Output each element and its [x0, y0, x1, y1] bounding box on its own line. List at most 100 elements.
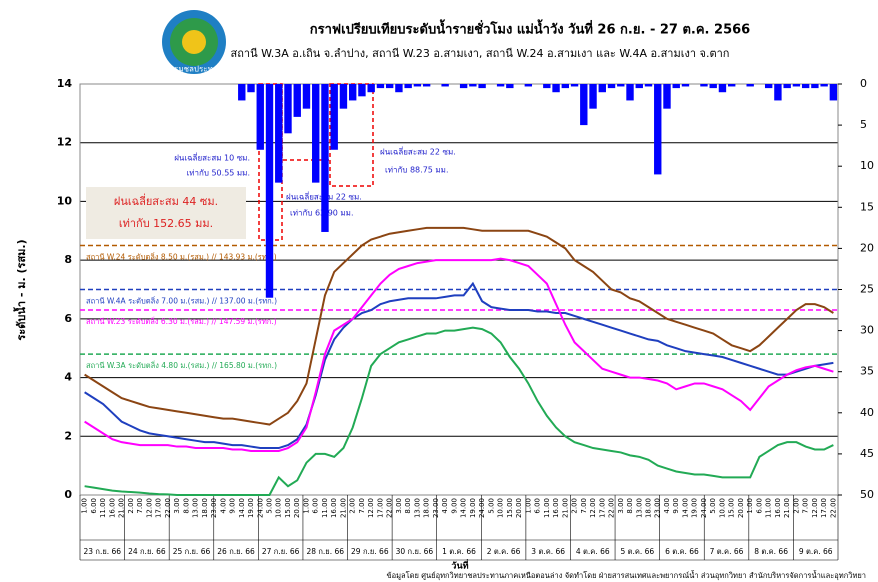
x-tick-label: 9.00: [672, 498, 680, 514]
y2-tick-label: 5: [860, 118, 867, 131]
rain-bar: [709, 84, 717, 89]
x-tick-label: 15.00: [284, 498, 292, 518]
x-tick-label: 19.00: [469, 498, 477, 518]
x-tick-label: 24.00: [478, 498, 486, 518]
x-tick-label: 23.00: [654, 498, 662, 518]
chart-title: กราฟเปรียบเทียบระดับน้ำรายชั่วโมง แม่น้ำ…: [310, 19, 750, 38]
rain-bar: [312, 84, 320, 183]
x-tick-label: 11.00: [765, 498, 773, 518]
x-tick-label: 11.00: [321, 498, 329, 518]
x-tick-label: 9.00: [450, 498, 458, 514]
x-tick-label: 1.00: [746, 498, 754, 514]
reference-label: สถานี W.23 ระดับตลิ่ง 6.30 ม.(รสม.) // 1…: [86, 316, 277, 326]
series-line: [84, 326, 834, 496]
day-label: 9 ต.ค. 66: [799, 547, 833, 556]
rain-bar: [524, 84, 533, 87]
x-tick-label: 22.00: [608, 498, 616, 518]
y-tick-label: 10: [57, 194, 73, 207]
rain-bar: [469, 84, 477, 87]
x-tick-label: 18.00: [423, 498, 431, 518]
x-tick-label: 18.00: [645, 498, 653, 518]
rain-bar: [811, 84, 819, 89]
x-tick-label: 6.00: [90, 498, 98, 514]
x-axis-label: วันที่: [451, 559, 468, 572]
x-tick-label: 2.00: [571, 498, 579, 514]
x-tick-label: 19.00: [691, 498, 699, 518]
x-tick-label: 16.00: [108, 498, 116, 518]
rain-bar: [570, 84, 579, 87]
day-label: 26 ก.ย. 66: [217, 547, 255, 556]
x-tick-label: 3.00: [617, 498, 625, 514]
rain-bar: [441, 84, 449, 87]
x-tick-label: 4.00: [219, 498, 227, 514]
rain-bar: [654, 84, 662, 175]
logo: [162, 10, 226, 74]
x-tick-label: 21.00: [783, 498, 791, 518]
x-tick-label: 20.00: [737, 498, 745, 518]
x-tick-label: 13.00: [635, 498, 643, 518]
x-tick-label: 3.00: [173, 498, 181, 514]
footer: ข้อมูลโดย ศูนย์อุทกวิทยาชลประทานภาคเหนือ…: [386, 570, 866, 580]
x-tick-label: 17.00: [155, 498, 163, 518]
rain-bar: [727, 84, 736, 87]
x-tick-label: 17.00: [376, 498, 384, 518]
x-tick-label: 2.00: [792, 498, 800, 514]
x-tick-label: 10.00: [497, 498, 505, 518]
reference-label: สถานี W.3A ระดับตลิ่ง 4.80 ม.(รสม.) // 1…: [86, 360, 277, 370]
x-tick-label: 7.00: [802, 498, 810, 514]
rain-bar: [247, 84, 255, 93]
x-tick-label: 12.00: [811, 498, 819, 518]
rain-bar: [275, 84, 283, 183]
rain-bar: [783, 84, 791, 89]
rain-bar: [422, 84, 431, 87]
reference-label: สถานี W.24 ระดับตลิ่ง 8.50 ม.(รสม.) // 1…: [86, 251, 277, 261]
x-tick-label: 13.00: [413, 498, 421, 518]
rain-note: เท่ากับ 88.75 มม.: [385, 166, 449, 175]
x-tick-label: 20.00: [293, 498, 301, 518]
x-tick-label: 18.00: [201, 498, 209, 518]
y-tick-label: 14: [57, 77, 73, 90]
day-label: 24 ก.ย. 66: [128, 547, 166, 556]
x-tick-label: 7.00: [580, 498, 588, 514]
total-box: [86, 187, 246, 239]
logo-text: กรมชลประทาน: [169, 65, 223, 74]
x-tick-label: 21.00: [561, 498, 569, 518]
x-tick-label: 22.00: [386, 498, 394, 518]
rain-note: เท่ากับ 50.55 มม.: [187, 169, 251, 178]
day-label: 28 ก.ย. 66: [306, 547, 344, 556]
rain-bar: [543, 84, 551, 89]
x-tick-label: 22.00: [829, 498, 837, 518]
rain-bar: [256, 84, 264, 150]
x-tick-label: 21.00: [118, 498, 126, 518]
x-tick-label: 21.00: [339, 498, 347, 518]
rain-bar: [589, 84, 597, 109]
day-label: 6 ต.ค. 66: [665, 547, 699, 556]
rain-bar: [644, 84, 653, 87]
day-label: 27 ก.ย. 66: [262, 547, 300, 556]
day-label: 3 ต.ค. 66: [531, 547, 565, 556]
y2-tick-label: 40: [860, 406, 874, 419]
rain-bar: [413, 84, 422, 87]
series-line: [84, 226, 834, 426]
rain-bar: [580, 84, 588, 126]
rain-bar: [265, 84, 274, 298]
rain-bar: [321, 84, 329, 232]
day-label: 30 ก.ย. 66: [396, 547, 434, 556]
x-tick-label: 8.00: [404, 498, 412, 514]
rain-bar: [617, 84, 625, 87]
rain-bar: [478, 84, 486, 89]
rain-bar: [367, 84, 375, 93]
rain-bar: [238, 84, 246, 101]
x-tick-label: 7.00: [136, 498, 144, 514]
x-tick-label: 22.00: [164, 498, 172, 518]
x-tick-label: 14.00: [681, 498, 689, 518]
x-tick-label: 17.00: [820, 498, 828, 518]
x-tick-label: 11.00: [543, 498, 551, 518]
x-tick-label: 7.00: [358, 498, 366, 514]
rain-note: ฝนเฉลี่ยสะสม 22 ซม.: [380, 146, 456, 157]
rain-bar: [829, 84, 838, 101]
x-tick-label: 4.00: [441, 498, 449, 514]
